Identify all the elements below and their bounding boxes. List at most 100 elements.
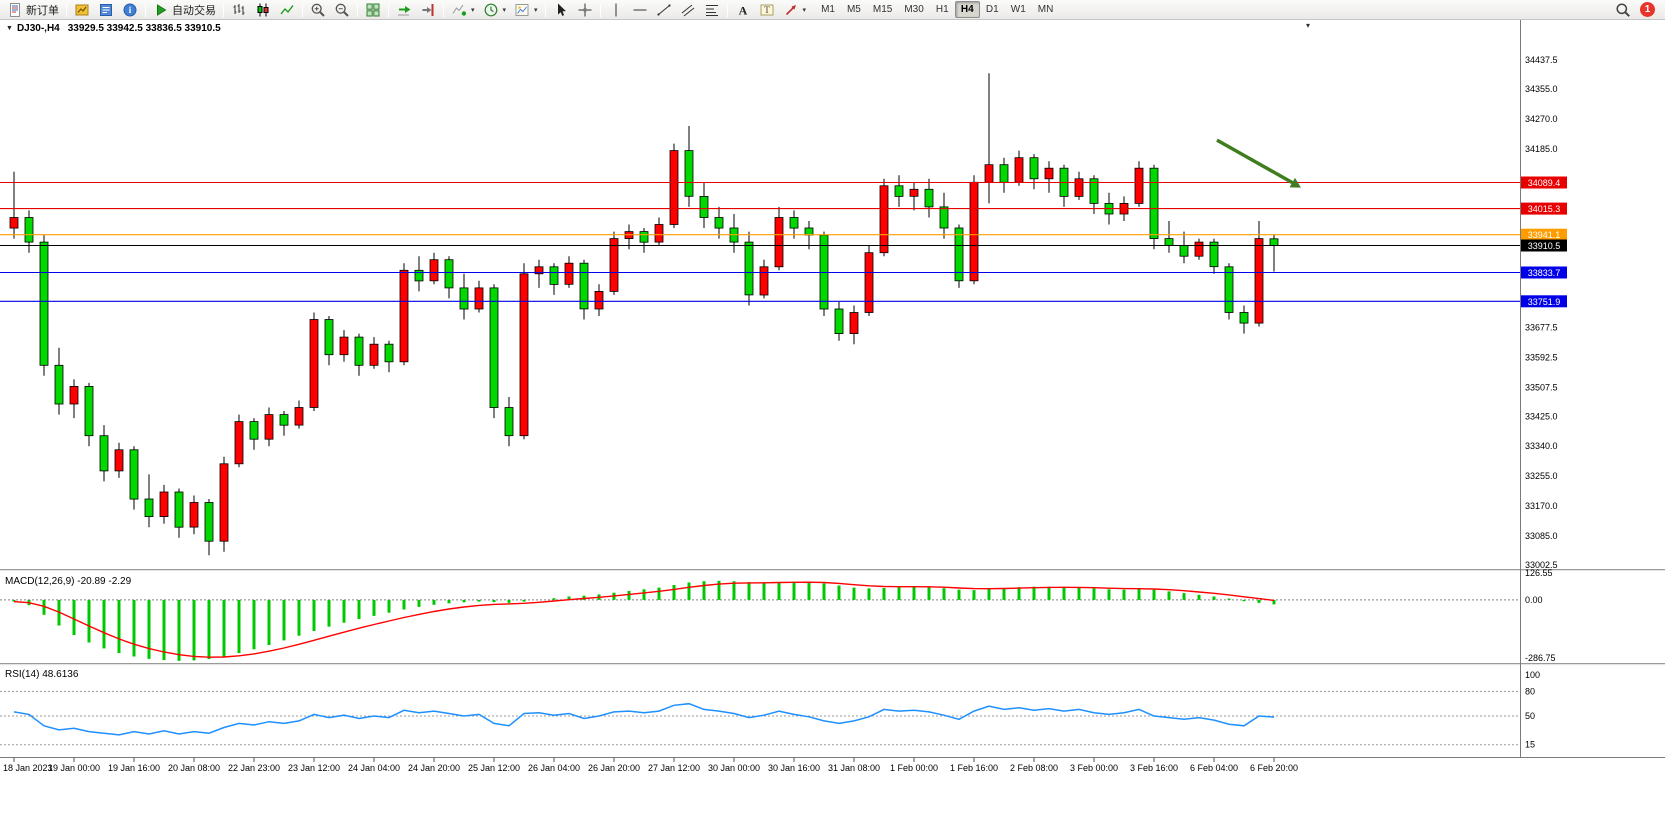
candle-body xyxy=(804,227,814,236)
help-icon: i xyxy=(122,2,138,18)
timeframe-button-w1[interactable]: W1 xyxy=(1005,1,1032,18)
time-axis-label: 1 Feb 00:00 xyxy=(890,763,938,773)
price-axis-label: 33507.5 xyxy=(1525,382,1558,392)
price-line-label xyxy=(1521,266,1567,279)
chart-title-row: ▼ DJ30-,H4 33929.5 33942.5 33836.5 33910.5 xyxy=(6,23,221,34)
vertical-line-button[interactable] xyxy=(604,1,628,19)
candle-body xyxy=(114,449,124,472)
time-axis-label: 22 Jan 23:00 xyxy=(228,763,280,773)
macd-axis-label: 126.55 xyxy=(1525,568,1553,578)
candle-body xyxy=(504,407,514,437)
trendline-icon xyxy=(656,2,672,18)
price-axis-label: 33170.0 xyxy=(1525,501,1558,511)
candle-body xyxy=(954,227,964,282)
new-order-button-label: 新订单 xyxy=(26,4,59,17)
timeframe-button-d1[interactable]: D1 xyxy=(980,1,1005,18)
candle-body xyxy=(324,319,334,356)
text-label-button[interactable]: T xyxy=(755,1,779,19)
candle-body xyxy=(444,259,454,289)
chart-menu-icon[interactable]: ▼ xyxy=(6,25,13,32)
candle-body xyxy=(669,150,679,225)
timeframe-toolbar: M1 M5 M15 M30 H1 H4 D1 W1 MN xyxy=(815,1,1059,18)
candle-body xyxy=(474,287,484,310)
price-axis-label: 33425.0 xyxy=(1525,411,1558,421)
auto-scroll-button[interactable] xyxy=(392,1,416,19)
horizontal-line-button[interactable] xyxy=(628,1,652,19)
timeframe-button-h1[interactable]: H1 xyxy=(930,1,955,18)
tile-windows-icon xyxy=(365,2,381,18)
periods-button[interactable]: ▾ xyxy=(479,1,511,19)
line-chart-button[interactable] xyxy=(275,1,299,19)
time-axis-label: 30 Jan 16:00 xyxy=(768,763,820,773)
bars-icon xyxy=(231,2,247,18)
toolbar-separator xyxy=(145,2,146,17)
candle-body xyxy=(999,164,1009,183)
crosshair-button[interactable] xyxy=(573,1,597,19)
charts-button[interactable] xyxy=(70,1,94,19)
time-axis-label: 23 Jan 12:00 xyxy=(288,763,340,773)
bars-chart-button[interactable] xyxy=(227,1,251,19)
candle-body xyxy=(219,463,229,542)
text-button[interactable]: A xyxy=(731,1,755,19)
chart-shift-button[interactable] xyxy=(416,1,440,19)
candle-body xyxy=(774,217,784,268)
time-axis-label: 30 Jan 00:00 xyxy=(708,763,760,773)
candle-body xyxy=(489,287,499,408)
toolbar-separator xyxy=(302,2,303,17)
cursor-button[interactable] xyxy=(549,1,573,19)
timeframe-button-m30[interactable]: M30 xyxy=(898,1,929,18)
timeframe-button-m1[interactable]: M1 xyxy=(815,1,841,18)
svg-text:33751.9: 33751.9 xyxy=(1528,297,1561,307)
zoom-in-button[interactable] xyxy=(306,1,330,19)
price-axis-label: 34355.0 xyxy=(1525,84,1558,94)
tile-windows-button[interactable] xyxy=(361,1,385,19)
candle-body xyxy=(654,224,664,243)
time-axis-label: 18 Jan 2023 xyxy=(3,763,53,773)
notification-badge[interactable]: 1 xyxy=(1640,2,1655,17)
timeframe-button-m5[interactable]: M5 xyxy=(841,1,867,18)
trendline-button[interactable] xyxy=(652,1,676,19)
candle-body xyxy=(39,241,49,366)
candle-body xyxy=(1179,245,1189,257)
indicators-button[interactable]: ▾ xyxy=(447,1,479,19)
toolbar-overflow-icon[interactable]: ▾ xyxy=(1306,21,1311,30)
candle-body xyxy=(744,241,754,296)
help-button[interactable]: i xyxy=(118,1,142,19)
svg-text:34089.4: 34089.4 xyxy=(1528,178,1561,188)
timeframe-button-mn[interactable]: MN xyxy=(1032,1,1060,18)
fibonacci-icon xyxy=(704,2,720,18)
candle-body xyxy=(99,435,109,472)
rsi-axis-label: 80 xyxy=(1525,686,1535,696)
fibonacci-button[interactable] xyxy=(700,1,724,19)
timeframe-button-h4[interactable]: H4 xyxy=(954,1,980,18)
time-axis-label: 6 Feb 04:00 xyxy=(1190,763,1238,773)
arrows-tool-icon xyxy=(783,2,799,18)
new-order-button[interactable]: 新订单 xyxy=(3,1,63,19)
svg-text:i: i xyxy=(129,5,132,15)
market-watch-button[interactable] xyxy=(94,1,118,19)
time-axis-label: 25 Jan 12:00 xyxy=(468,763,520,773)
new-order-icon xyxy=(7,2,23,18)
candles-layer xyxy=(9,73,1279,556)
search-icon[interactable] xyxy=(1615,2,1631,18)
arrows-button[interactable]: ▾ xyxy=(779,1,811,19)
market-watch-icon xyxy=(98,2,114,18)
candle-body xyxy=(354,336,364,366)
channel-icon xyxy=(680,2,696,18)
timeframe-button-m15[interactable]: M15 xyxy=(867,1,898,18)
autotrading-button[interactable]: 自动交易 xyxy=(149,1,220,19)
rsi-axis-label: 15 xyxy=(1525,740,1535,750)
candle-body xyxy=(759,266,769,296)
candlestick-chart-button[interactable] xyxy=(251,1,275,19)
templates-button[interactable]: ▾ xyxy=(510,1,542,19)
candle-body xyxy=(594,290,604,310)
channel-button[interactable] xyxy=(676,1,700,19)
candle-body xyxy=(549,266,559,285)
candle-body xyxy=(1044,167,1054,180)
zoom-out-button[interactable] xyxy=(330,1,354,19)
candle-body xyxy=(1089,178,1099,204)
candle-body xyxy=(849,312,859,335)
